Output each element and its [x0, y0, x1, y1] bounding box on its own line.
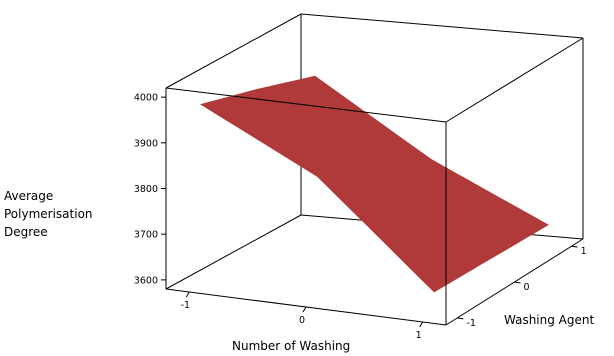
z-axis-label-line-1: Average	[4, 189, 53, 203]
x-tick-label: 1	[416, 330, 422, 341]
z-tick-label: 4000	[134, 93, 158, 104]
x-tick-label: -1	[181, 300, 190, 311]
response-surface	[199, 75, 549, 293]
x-axis: -1 0 1	[181, 291, 424, 341]
x-tick-label: 0	[299, 315, 305, 326]
x-axis-label: Number of Washing	[232, 339, 350, 353]
x-tick-mark	[419, 321, 424, 328]
y-tick-label: 0	[524, 282, 530, 293]
z-axis-label-line-3: Degree	[4, 225, 48, 239]
z-axis: 3600 3700 3800 3900 4000	[134, 93, 166, 286]
y-tick-label: 1	[581, 246, 587, 257]
surface-patch	[404, 255, 449, 293]
z-tick-label: 3800	[134, 184, 158, 195]
y-tick-mark	[514, 281, 521, 284]
z-tick-label: 3700	[134, 230, 158, 241]
x-tick-mark	[302, 306, 307, 313]
y-axis: -1 0 1	[457, 245, 587, 329]
y-tick-mark	[457, 317, 464, 320]
z-axis-label-line-2: Polymerisation	[4, 207, 93, 221]
z-tick-label: 3600	[134, 275, 158, 286]
y-axis-label: Washing Agent	[504, 313, 594, 327]
x-tick-mark	[185, 291, 190, 298]
y-tick-mark	[571, 245, 578, 248]
y-tick-label: -1	[466, 318, 475, 329]
z-tick-label: 3900	[134, 138, 158, 149]
